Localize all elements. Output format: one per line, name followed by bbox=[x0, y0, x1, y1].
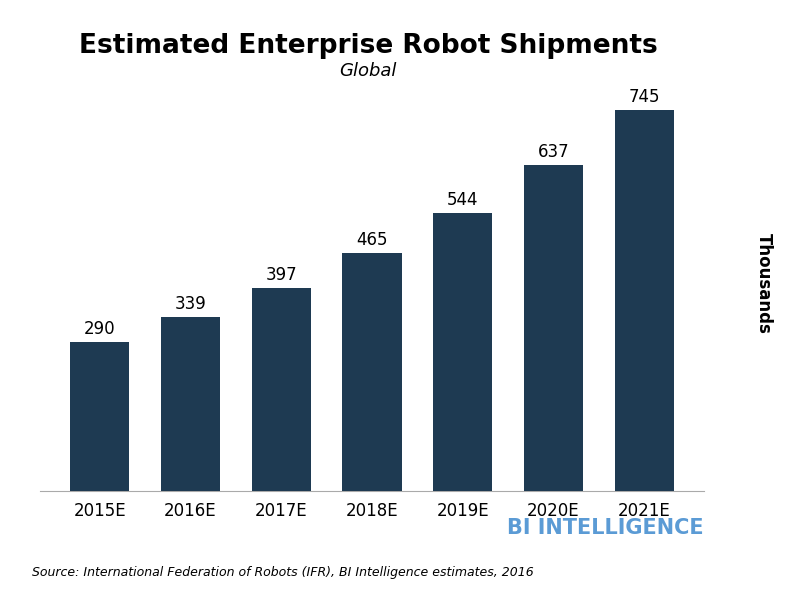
Text: 339: 339 bbox=[174, 296, 206, 313]
Bar bbox=[161, 317, 220, 491]
Text: Thousands: Thousands bbox=[755, 233, 773, 334]
Bar bbox=[434, 213, 492, 491]
Bar bbox=[252, 288, 310, 491]
Text: 465: 465 bbox=[356, 231, 388, 249]
Bar bbox=[524, 165, 583, 491]
Bar bbox=[70, 342, 129, 491]
Bar bbox=[342, 253, 402, 491]
Text: Estimated Enterprise Robot Shipments: Estimated Enterprise Robot Shipments bbox=[78, 33, 658, 59]
Text: 290: 290 bbox=[84, 320, 115, 338]
Text: Source: International Federation of Robots (IFR), BI Intelligence estimates, 201: Source: International Federation of Robo… bbox=[32, 566, 534, 579]
Text: 637: 637 bbox=[538, 143, 570, 161]
Bar bbox=[615, 110, 674, 491]
Text: Global: Global bbox=[339, 62, 397, 80]
Text: 745: 745 bbox=[629, 88, 660, 106]
Text: BI INTELLIGENCE: BI INTELLIGENCE bbox=[507, 518, 704, 538]
Text: 397: 397 bbox=[266, 266, 297, 284]
Text: 544: 544 bbox=[447, 191, 478, 209]
